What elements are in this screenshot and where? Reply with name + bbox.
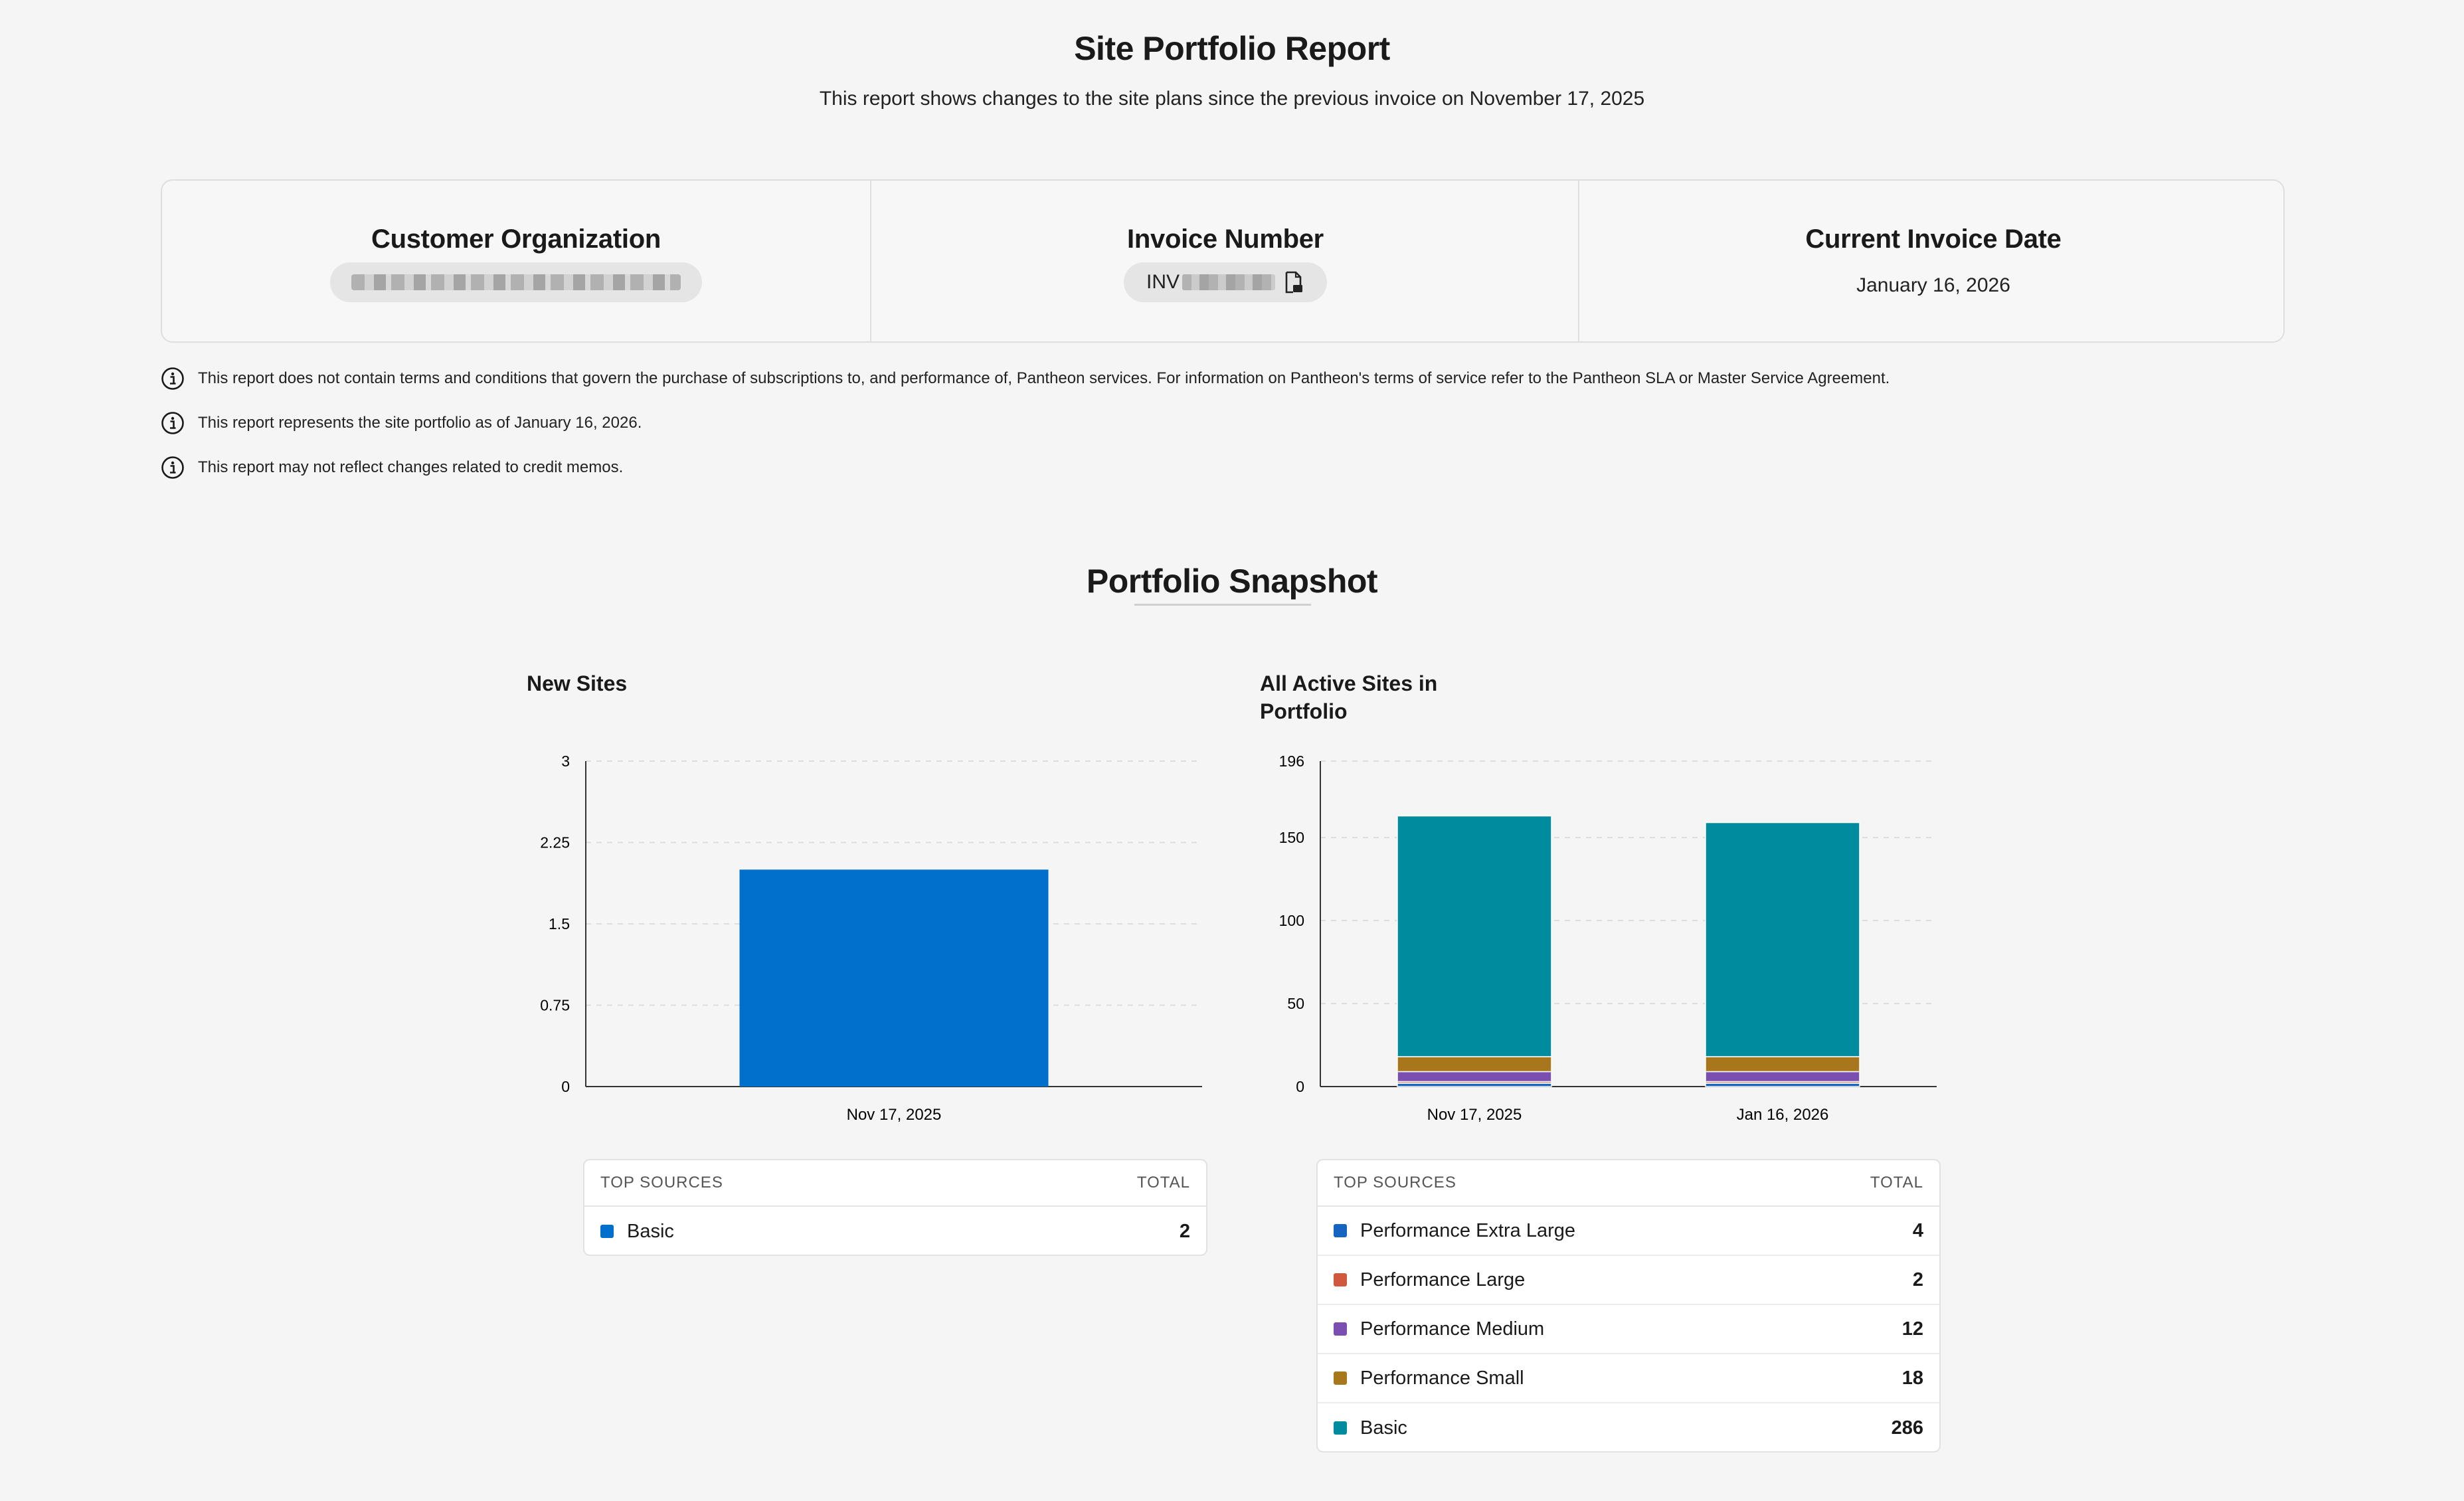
notice-text: This report represents the site portfoli… [198,414,642,432]
new-sites-sources-table: TOP SOURCES TOTAL Basic 2 [583,1159,1207,1256]
x-tick-label: Nov 17, 2025 [1427,1106,1522,1124]
notice-text: This report may not reflect changes rela… [198,458,624,476]
table-header: TOP SOURCES TOTAL [1318,1160,1939,1207]
y-tick-label: 0 [561,1078,570,1095]
y-tick-label: 0.75 [540,997,570,1014]
notice-credit-memos: This report may not reflect changes rela… [161,456,623,480]
source-total: 2 [1912,1269,1923,1290]
bar-basic[interactable] [1705,822,1860,1057]
invoice-info-card: Customer Organization Invoice Number INV… [161,179,2285,343]
source-total: 2 [1179,1220,1190,1242]
info-icon [161,367,184,390]
color-swatch [1334,1322,1347,1336]
redacted-invoice-number [1182,274,1276,290]
customer-organization-label: Customer Organization [371,224,661,254]
current-invoice-date-section: Current Invoice Date January 16, 2026 [1578,181,2287,341]
active-sites-title-line1: All Active Sites in [1260,671,1438,695]
page-subtitle: This report shows changes to the site pl… [819,88,1645,110]
color-swatch [1334,1273,1347,1286]
new-sites-chart: 0 0.75 1.5 2.25 3 Nov 17, 2025 [540,752,1202,1124]
table-row: Performance Medium 12 [1318,1305,1939,1354]
bar-basic[interactable] [739,869,1049,1087]
active-sites-sources-table: TOP SOURCES TOTAL Performance Extra Larg… [1316,1159,1941,1453]
source-name: Performance Small [1360,1367,1524,1389]
source-name: Performance Medium [1360,1318,1545,1340]
info-icon [161,412,184,434]
bar-basic[interactable] [1397,815,1552,1057]
current-invoice-date-label: Current Invoice Date [1805,224,2062,254]
bar-performance-medium[interactable] [1397,1071,1552,1083]
notice-terms: This report does not contain terms and c… [161,367,1890,391]
table-header: TOP SOURCES TOTAL [584,1160,1206,1207]
active-sites-chart: 0 50 100 150 196 Nov 17, 2025 Jan 16, 2026 [1279,752,1937,1124]
x-tick-label: Nov 17, 2025 [847,1106,942,1124]
y-tick-label: 1.5 [549,915,570,932]
y-tick-label: 2.25 [540,834,570,851]
source-name: Basic [627,1220,674,1242]
color-swatch [1334,1371,1347,1385]
table-row: Basic 286 [1318,1403,1939,1453]
notice-portfolio-date: This report represents the site portfoli… [161,411,642,435]
new-sites-chart-title: New Sites [527,671,628,695]
pdf-download-icon[interactable] [1284,271,1303,294]
active-sites-title-line2: Portfolio [1260,699,1348,723]
header-top-sources: TOP SOURCES [600,1174,723,1192]
source-name: Performance Large [1360,1269,1526,1290]
invoice-number-label: Invoice Number [1127,224,1324,254]
invoice-number-section: Invoice Number INV [870,181,1579,341]
info-icon [161,456,184,479]
source-name: Basic [1360,1417,1407,1439]
y-tick-label: 50 [1287,995,1304,1012]
invoice-number-pill[interactable]: INV [1124,262,1327,302]
notice-text: This report does not contain terms and c… [198,369,1890,387]
source-total: 12 [1901,1318,1923,1340]
customer-organization-value [330,262,702,302]
x-tick-label: Jan 16, 2026 [1737,1106,1829,1124]
bar-performance-small[interactable] [1705,1056,1860,1073]
bar-performance-medium[interactable] [1705,1071,1860,1083]
source-total: 18 [1901,1367,1923,1389]
y-tick-label: 0 [1296,1078,1304,1095]
y-tick-label: 150 [1279,829,1304,846]
y-tick-label: 3 [561,752,570,770]
source-total: 286 [1891,1417,1923,1439]
header-total: TOTAL [1136,1174,1190,1192]
customer-organization-section: Customer Organization [162,181,870,341]
header-top-sources: TOP SOURCES [1334,1174,1456,1192]
section-underline [1134,604,1311,606]
current-invoice-date-value: January 16, 2026 [1856,274,2010,296]
invoice-number-prefix: INV [1146,271,1180,293]
color-swatch [1334,1421,1347,1435]
y-tick-label: 196 [1279,752,1304,770]
color-swatch [1334,1224,1347,1237]
bar-performance-small[interactable] [1397,1056,1552,1073]
table-row: Performance Small 18 [1318,1354,1939,1403]
table-row: Performance Extra Large 4 [1318,1207,1939,1256]
portfolio-snapshot-title: Portfolio Snapshot [1086,563,1378,600]
color-swatch [600,1225,614,1238]
table-row: Basic 2 [584,1207,1206,1256]
source-total: 4 [1912,1219,1923,1241]
page-title: Site Portfolio Report [1074,30,1390,67]
active-sites-chart-title: All Active Sites in Portfolio [1260,669,1437,725]
table-row: Performance Large 2 [1318,1256,1939,1305]
y-tick-label: 100 [1279,912,1304,929]
source-name: Performance Extra Large [1360,1219,1575,1241]
header-total: TOTAL [1870,1174,1923,1192]
redacted-organization-name [351,274,681,290]
